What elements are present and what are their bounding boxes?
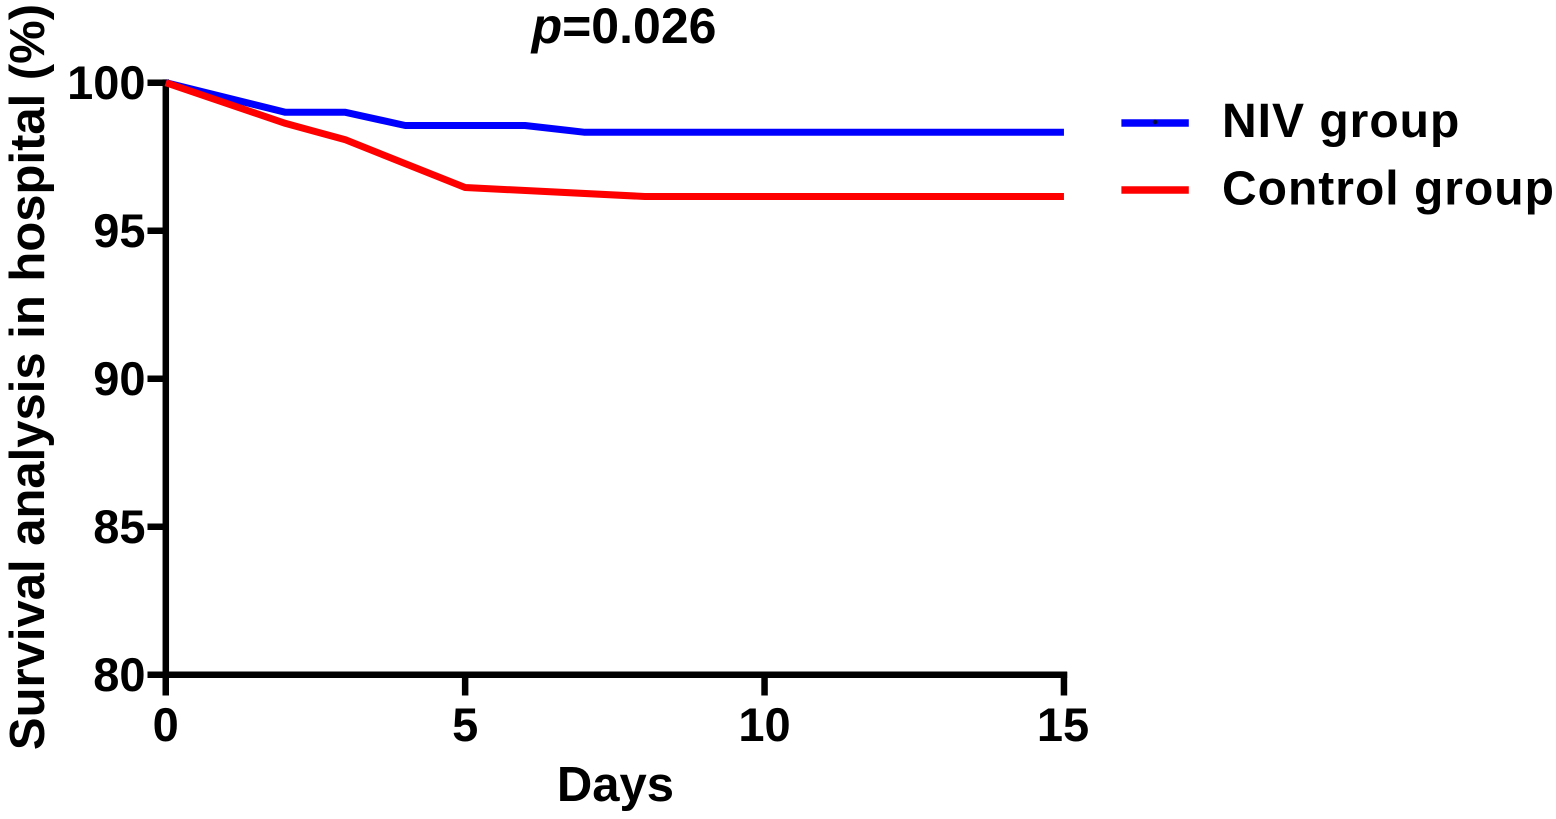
svg-text:Survival analysis in hospital: Survival analysis in hospital (%) [1,4,55,750]
svg-text:p=0.026: p=0.026 [530,0,717,54]
svg-text:95: 95 [93,204,145,257]
svg-text:15: 15 [1037,698,1089,751]
svg-text:0: 0 [153,698,179,751]
svg-text:80: 80 [93,648,145,701]
svg-text:5: 5 [452,698,478,751]
svg-text:NIV group: NIV group [1222,95,1460,148]
svg-text:Control group: Control group [1222,163,1555,216]
svg-text:85: 85 [93,500,145,553]
svg-text:100: 100 [67,56,145,109]
svg-text:Days: Days [557,758,674,812]
svg-text:10: 10 [738,698,790,751]
svg-text:90: 90 [93,352,145,405]
